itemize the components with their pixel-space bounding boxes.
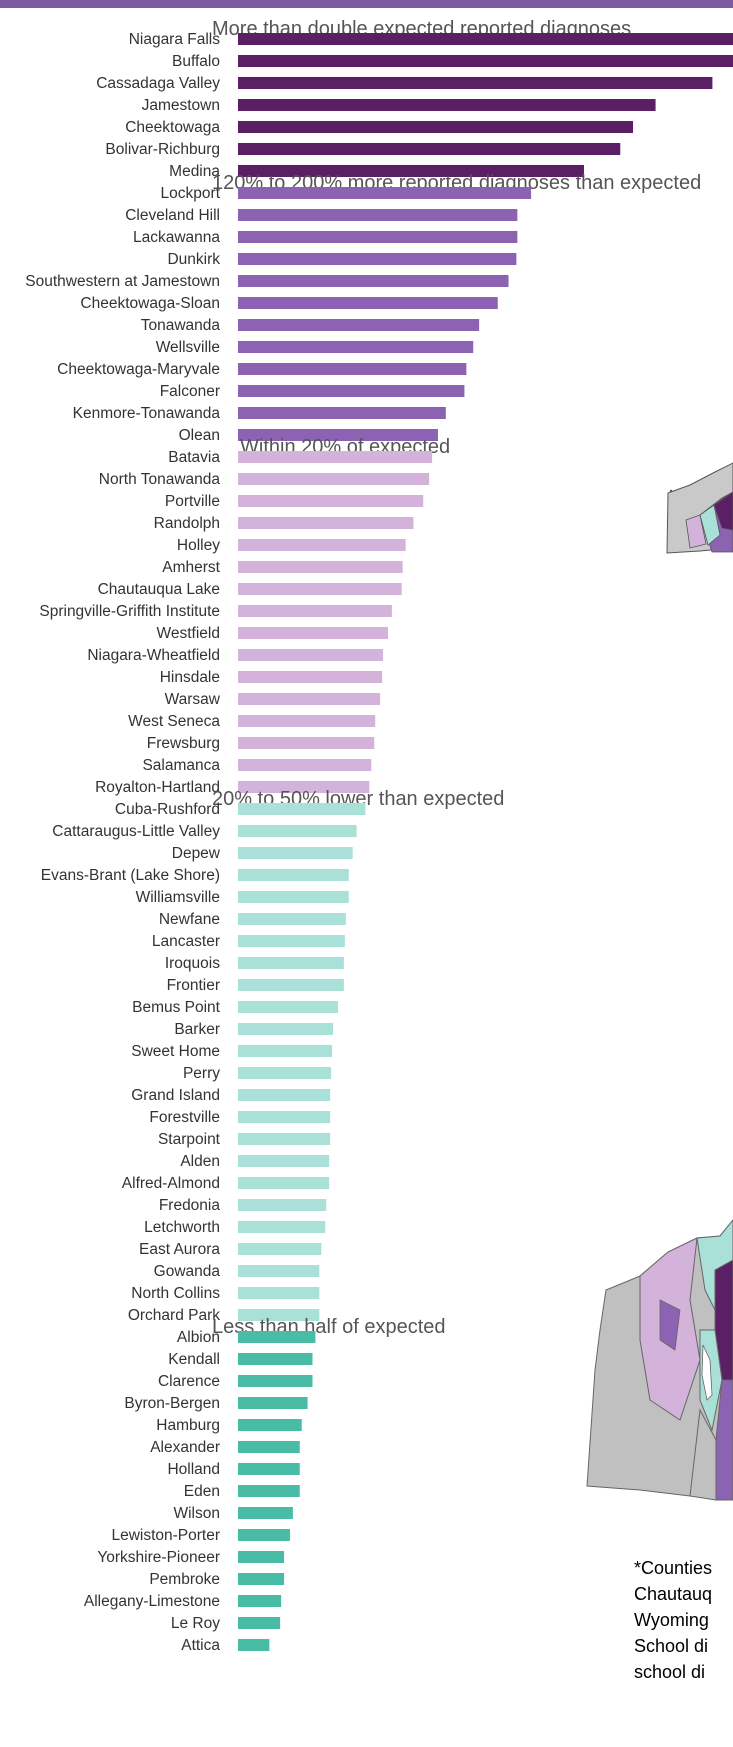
footnote-line: Chautauq — [634, 1581, 733, 1607]
footnote-line: Wyoming — [634, 1607, 733, 1633]
footnote-line: school di — [634, 1659, 733, 1685]
footnote-line: *Counties — [634, 1555, 733, 1581]
footnote-line: School di — [634, 1633, 733, 1659]
footnote: *Counties Chautauq Wyoming School di sch… — [634, 1555, 733, 1685]
lower-region-map — [587, 1220, 733, 1500]
upper-region-map — [667, 463, 733, 553]
